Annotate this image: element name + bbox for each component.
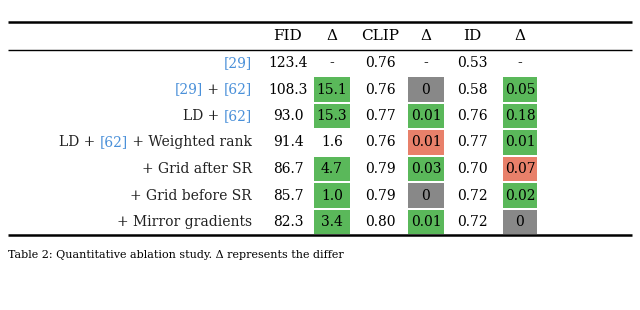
Text: [62]: [62] <box>100 135 128 149</box>
Bar <box>314 210 350 234</box>
Text: 0: 0 <box>422 82 430 96</box>
Bar <box>314 157 350 181</box>
Text: 0.03: 0.03 <box>411 162 441 176</box>
Text: 0.05: 0.05 <box>505 82 535 96</box>
Bar <box>408 183 444 208</box>
Text: CLIP: CLIP <box>361 29 399 43</box>
Text: 91.4: 91.4 <box>273 135 303 149</box>
Bar <box>503 157 537 181</box>
Text: [62]: [62] <box>224 109 252 123</box>
Text: 0.77: 0.77 <box>365 109 396 123</box>
Text: -: - <box>330 56 334 70</box>
Text: 1.6: 1.6 <box>321 135 343 149</box>
Text: 0: 0 <box>422 188 430 202</box>
Text: 0.58: 0.58 <box>457 82 487 96</box>
Text: + Weighted rank: + Weighted rank <box>128 135 252 149</box>
Bar <box>503 183 537 208</box>
Text: 0.53: 0.53 <box>457 56 487 70</box>
Text: 0.76: 0.76 <box>365 56 396 70</box>
Text: ID: ID <box>463 29 481 43</box>
Bar <box>503 130 537 155</box>
Bar <box>408 77 444 102</box>
Text: 0.72: 0.72 <box>457 188 487 202</box>
Text: 1.0: 1.0 <box>321 188 343 202</box>
Text: 0.01: 0.01 <box>505 135 535 149</box>
Text: Δ: Δ <box>515 29 525 43</box>
Text: 0.70: 0.70 <box>457 162 487 176</box>
Text: Δ: Δ <box>326 29 337 43</box>
Text: 0.76: 0.76 <box>365 82 396 96</box>
Text: FID: FID <box>274 29 302 43</box>
Text: 0.76: 0.76 <box>457 109 487 123</box>
Text: 0.79: 0.79 <box>365 188 396 202</box>
Bar <box>314 104 350 128</box>
Text: + Mirror gradients: + Mirror gradients <box>117 215 252 229</box>
Text: 0.77: 0.77 <box>456 135 488 149</box>
Text: [62]: [62] <box>224 82 252 96</box>
Bar <box>503 104 537 128</box>
Text: 0.79: 0.79 <box>365 162 396 176</box>
Text: 0.02: 0.02 <box>505 188 535 202</box>
Text: 0.01: 0.01 <box>411 109 442 123</box>
Bar <box>408 104 444 128</box>
Text: -: - <box>424 56 428 70</box>
Text: 15.3: 15.3 <box>317 109 348 123</box>
Text: 108.3: 108.3 <box>268 82 308 96</box>
Bar <box>314 183 350 208</box>
Text: 0.72: 0.72 <box>457 215 487 229</box>
Text: 0.01: 0.01 <box>411 135 442 149</box>
Text: Table 2: Quantitative ablation study. Δ represents the differ: Table 2: Quantitative ablation study. Δ … <box>8 250 344 260</box>
Text: Δ: Δ <box>420 29 431 43</box>
Text: LD +: LD + <box>59 135 100 149</box>
Text: 0.18: 0.18 <box>505 109 535 123</box>
Text: 86.7: 86.7 <box>273 162 303 176</box>
Text: 123.4: 123.4 <box>268 56 308 70</box>
Text: 0.01: 0.01 <box>411 215 442 229</box>
Text: LD +: LD + <box>183 109 224 123</box>
Text: 4.7: 4.7 <box>321 162 343 176</box>
Text: 0: 0 <box>516 215 524 229</box>
Text: [29]: [29] <box>175 82 204 96</box>
Bar <box>503 77 537 102</box>
Text: 0.80: 0.80 <box>365 215 396 229</box>
Text: 0.76: 0.76 <box>365 135 396 149</box>
Text: 85.7: 85.7 <box>273 188 303 202</box>
Bar <box>503 210 537 234</box>
Text: 93.0: 93.0 <box>273 109 303 123</box>
Text: 82.3: 82.3 <box>273 215 303 229</box>
Text: -: - <box>518 56 522 70</box>
Text: 0.07: 0.07 <box>505 162 535 176</box>
Bar <box>314 77 350 102</box>
Bar <box>408 157 444 181</box>
Text: + Grid after SR: + Grid after SR <box>142 162 252 176</box>
Bar <box>408 130 444 155</box>
Bar <box>408 210 444 234</box>
Text: 3.4: 3.4 <box>321 215 343 229</box>
Text: [29]: [29] <box>224 56 252 70</box>
Text: 15.1: 15.1 <box>317 82 348 96</box>
Text: +: + <box>204 82 224 96</box>
Text: + Grid before SR: + Grid before SR <box>131 188 252 202</box>
